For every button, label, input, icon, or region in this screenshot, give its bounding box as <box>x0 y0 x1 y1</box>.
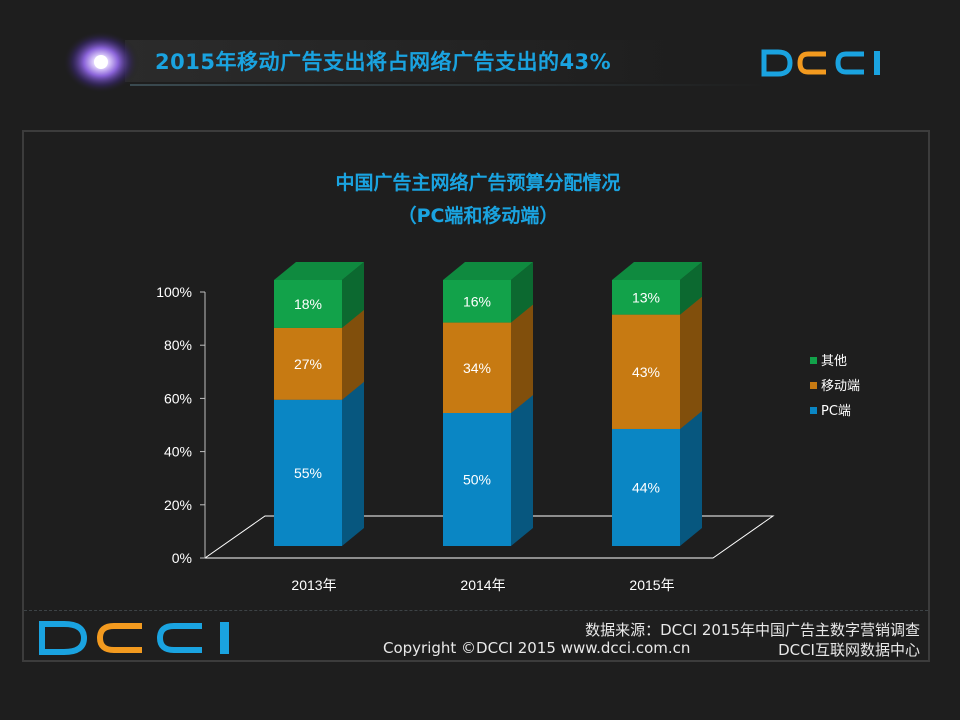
copyright-text: Copyright ©DCCI 2015 www.dcci.com.cn <box>383 639 691 657</box>
chart-subtitle: （PC端和移动端） <box>398 204 559 227</box>
bar-segment <box>274 280 342 328</box>
chart-floor <box>203 515 775 559</box>
x-tick-label: 2014年 <box>460 577 505 593</box>
organization-text: DCCI互联网数据中心 <box>778 641 920 659</box>
legend-label: PC端 <box>821 404 851 419</box>
legend-swatch <box>810 357 817 364</box>
bar-top <box>274 262 364 280</box>
bar-segment <box>274 327 342 400</box>
data-label: 50% <box>463 472 491 488</box>
y-tick-label: 60% <box>164 390 192 406</box>
y-tick-label: 40% <box>164 444 192 460</box>
x-tick-label: 2013年 <box>291 577 336 593</box>
header-underline <box>130 84 770 86</box>
bar-top <box>443 262 533 280</box>
dcci-logo-bottom <box>39 621 229 655</box>
bar-side <box>511 304 533 413</box>
page-title: 2015年移动广告支出将占网络广告支出的43% <box>155 50 612 74</box>
bar-side <box>342 309 364 400</box>
bar-side <box>680 262 702 315</box>
y-tick-label: 0% <box>172 550 192 566</box>
bar-segment <box>274 399 342 546</box>
chart-title: 中国广告主网络广告预算分配情况 <box>335 171 620 194</box>
bar-side <box>511 395 533 546</box>
data-label: 55% <box>294 465 322 481</box>
legend-label: 其他 <box>821 354 847 369</box>
data-label: 43% <box>632 364 660 380</box>
bar-segment <box>443 322 511 413</box>
data-source-text: 数据来源：DCCI 2015年中国广告主数字营销调查 <box>585 621 920 639</box>
bar-side <box>511 262 533 323</box>
bar-segment <box>612 428 680 546</box>
legend-label: 移动端 <box>821 379 860 394</box>
bar-segment <box>443 280 511 323</box>
bar-side <box>342 262 364 328</box>
chart-panel <box>22 130 930 662</box>
data-label: 44% <box>632 479 660 495</box>
bar-segment <box>443 413 511 546</box>
dcci-logo-top <box>761 49 880 77</box>
data-label: 13% <box>632 289 660 305</box>
x-tick-label: 2015年 <box>629 577 674 593</box>
footer-divider <box>24 610 928 611</box>
y-tick-label: 20% <box>164 497 192 513</box>
data-label: 27% <box>294 356 322 372</box>
legend-swatch <box>810 407 817 414</box>
y-tick-label: 80% <box>164 337 192 353</box>
bar-side <box>680 296 702 429</box>
bar-segment <box>612 280 680 315</box>
legend-swatch <box>810 382 817 389</box>
bar-top <box>612 262 702 280</box>
data-label: 18% <box>294 296 322 312</box>
y-tick-label: 100% <box>156 284 192 300</box>
starburst-orb-icon <box>63 31 139 93</box>
data-label: 16% <box>463 293 491 309</box>
bar-segment <box>612 314 680 429</box>
bar-side <box>342 381 364 546</box>
header-bar <box>125 40 685 82</box>
data-label: 34% <box>463 360 491 376</box>
bar-side <box>680 410 702 546</box>
